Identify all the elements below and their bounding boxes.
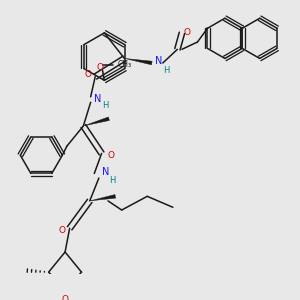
Text: O: O bbox=[84, 70, 92, 80]
Text: O: O bbox=[61, 295, 69, 300]
Text: H: H bbox=[102, 101, 108, 110]
Text: N: N bbox=[94, 94, 102, 103]
Polygon shape bbox=[83, 117, 110, 126]
Text: H: H bbox=[110, 176, 116, 185]
Polygon shape bbox=[124, 58, 152, 65]
Text: O: O bbox=[183, 28, 190, 38]
Text: N: N bbox=[155, 56, 163, 66]
Text: H: H bbox=[163, 66, 170, 75]
Text: CH₃: CH₃ bbox=[117, 60, 131, 69]
Text: O: O bbox=[96, 63, 103, 72]
Text: O: O bbox=[59, 226, 66, 235]
Polygon shape bbox=[90, 194, 116, 201]
Text: N: N bbox=[102, 167, 109, 177]
Text: O: O bbox=[107, 151, 114, 160]
